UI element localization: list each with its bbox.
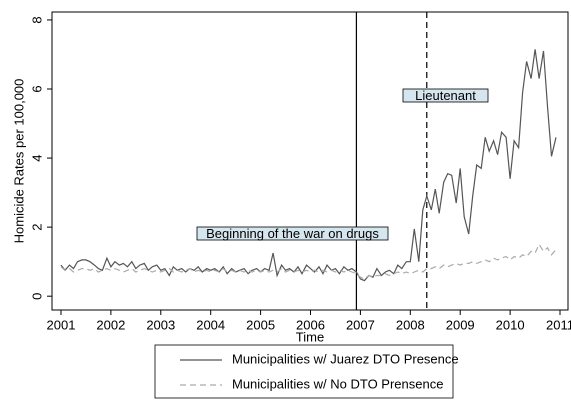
legend xyxy=(154,344,454,399)
x-axis-label: Time xyxy=(296,329,324,344)
x-tick-label: 2002 xyxy=(96,317,125,332)
y-tick-label: 0 xyxy=(29,293,44,300)
x-tick-label: 2003 xyxy=(146,317,175,332)
legend-label: Municipalities w/ No DTO Prensence xyxy=(232,376,443,391)
x-tick-label: 2007 xyxy=(346,317,375,332)
annotation-text: Beginning of the war on drugs xyxy=(206,226,379,241)
x-tick-label: 2006 xyxy=(296,317,325,332)
annotation-box xyxy=(196,226,389,241)
y-tick-label: 4 xyxy=(29,154,44,161)
x-tick-label: 2008 xyxy=(396,317,425,332)
x-tick-label: 2010 xyxy=(496,317,525,332)
y-tick-label: 6 xyxy=(29,85,44,92)
x-tick-label: 2001 xyxy=(47,317,76,332)
x-tick-label: 2004 xyxy=(196,317,225,332)
annotation-text: Lieutenant xyxy=(415,88,476,103)
annotation-box xyxy=(402,88,489,103)
y-tick-label: 8 xyxy=(29,16,44,23)
y-tick-label: 2 xyxy=(29,224,44,231)
x-tick-label: 2009 xyxy=(446,317,475,332)
x-tick-label: 2005 xyxy=(246,317,275,332)
x-tick-label: 2011 xyxy=(546,317,571,332)
series-line xyxy=(60,49,557,282)
series-line xyxy=(60,243,557,280)
y-axis-label: Homicide Rates per 100,000 xyxy=(11,79,26,244)
legend-label: Municipalities w/ Juarez DTO Presence xyxy=(232,351,459,366)
